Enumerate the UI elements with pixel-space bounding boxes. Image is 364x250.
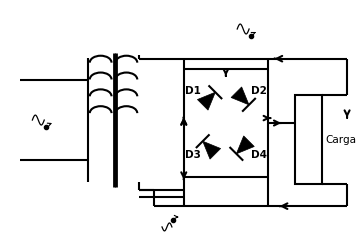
Text: D3: D3: [185, 150, 201, 160]
Polygon shape: [197, 92, 215, 110]
Polygon shape: [203, 141, 221, 159]
Text: Carga: Carga: [325, 135, 356, 145]
Polygon shape: [231, 87, 249, 105]
Text: D4: D4: [250, 150, 266, 160]
Bar: [294, 95, 323, 184]
Polygon shape: [236, 136, 254, 154]
Text: D1: D1: [185, 86, 201, 96]
Text: D2: D2: [250, 86, 266, 96]
